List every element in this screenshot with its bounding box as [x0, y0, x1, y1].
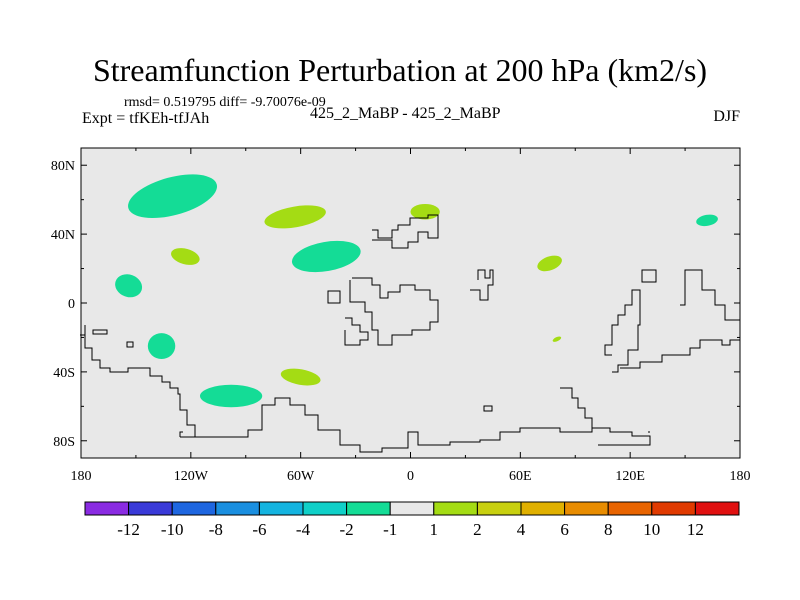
colorbar-label-13: 12 — [687, 520, 704, 539]
coastline-pacific — [620, 269, 741, 369]
colorbar-box-8 — [433, 501, 478, 516]
anomaly-blob-4 — [291, 240, 361, 273]
colorbar-box-2 — [171, 501, 217, 516]
colorbar-label-8: 2 — [473, 520, 482, 539]
colorbar-label-11: 8 — [604, 520, 613, 539]
colorbar-box-11 — [564, 501, 609, 516]
chart-title: Streamfunction Perturbation at 200 hPa (… — [92, 52, 708, 88]
coastlines — [80, 214, 741, 453]
colorbar-box-9 — [476, 501, 522, 516]
anomaly-blob-9 — [280, 368, 321, 386]
colorbar-label-10: 6 — [560, 520, 569, 539]
x-tick-label-2: 60W — [287, 469, 315, 484]
anomaly-blob-1 — [264, 205, 326, 229]
anomaly-blob-3 — [171, 248, 200, 265]
x-tick-label-5: 120E — [615, 469, 645, 484]
anomaly-blob-11 — [552, 336, 562, 342]
coastline-island-japan — [641, 269, 657, 283]
experiment-label: Expt = tfKEh-tfJAh — [82, 110, 210, 127]
anomaly-blob-10 — [199, 384, 263, 408]
coastline-south-america — [84, 325, 196, 437]
colorbar-label-2: -8 — [209, 520, 223, 539]
anomaly-contours — [115, 174, 718, 408]
colorbar-box-14 — [694, 501, 740, 516]
colorbar-label-3: -6 — [252, 520, 266, 539]
colorbar-box-5 — [302, 501, 348, 516]
colorbar-label-7: 1 — [430, 520, 439, 539]
colorbar-label-4: -4 — [296, 520, 311, 539]
x-tick-label-0: 180 — [71, 469, 92, 484]
y-tick-label-3: 40S — [53, 366, 75, 381]
coastline-island-sa — [92, 329, 108, 335]
y-tick-label-4: 80S — [53, 435, 75, 450]
coastline-africa — [349, 277, 439, 346]
anomaly-blob-6 — [696, 214, 718, 227]
colorbar: -12 -10 -8 -6 -4 -2 -1 1 2 4 6 8 10 12 — [84, 501, 740, 539]
colorbar-label-6: -1 — [383, 520, 397, 539]
season-label: DJF — [713, 108, 740, 125]
colorbar-label-5: -2 — [340, 520, 354, 539]
colorbar-label-12: 10 — [643, 520, 660, 539]
colorbar-box-10 — [520, 501, 566, 516]
colorbar-box-4 — [258, 501, 304, 516]
y-tick-label-0: 80N — [51, 159, 75, 174]
y-tick-label-2: 0 — [68, 297, 75, 312]
coastline-island-sa2 — [126, 341, 134, 348]
colorbar-label-0: -12 — [117, 520, 140, 539]
y-tick-label-1: 40N — [51, 228, 75, 243]
coastline-eurasia — [372, 214, 439, 249]
coastline-antarctica-tail — [179, 431, 183, 437]
coastline-africa-inner — [344, 317, 369, 346]
coastline-island-small — [483, 405, 493, 412]
x-tick-label-1: 120W — [174, 469, 209, 484]
colorbar-label-9: 4 — [517, 520, 526, 539]
anomaly-blob-0 — [128, 174, 218, 219]
colorbar-box-13 — [651, 501, 696, 516]
coastline-island-med — [327, 290, 341, 304]
colorbar-box-3 — [215, 501, 260, 516]
coastline-antarctica — [180, 397, 651, 453]
coastline-australia-east — [604, 289, 641, 373]
colorbar-box-7 — [389, 501, 435, 516]
anomaly-blob-8 — [147, 333, 176, 359]
colorbar-box-1 — [128, 501, 173, 516]
x-tick-label-4: 60E — [509, 469, 532, 484]
map-frame: 180 120W 60W 0 60E 120E 180 80N 40N 0 40S 80S — [51, 147, 751, 484]
anomaly-blob-7 — [115, 274, 143, 298]
x-tick-label-3: 0 — [407, 469, 414, 484]
anomaly-blob-2 — [410, 203, 440, 220]
x-tick-label-6: 180 — [730, 469, 751, 484]
case-label: 425_2_MaBP - 425_2_MaBP — [310, 105, 501, 122]
anomaly-blob-5 — [537, 255, 562, 272]
rmsd-diff-stats: rmsd= 0.519795 diff= -9.70076e-09 — [124, 95, 326, 110]
colorbar-label-1: -10 — [161, 520, 184, 539]
colorbar-box-12 — [607, 501, 653, 516]
colorbar-box-6 — [346, 501, 391, 516]
coastline-asia — [470, 269, 494, 301]
coastline-australia — [560, 387, 593, 428]
colorbar-box-0 — [84, 501, 130, 516]
